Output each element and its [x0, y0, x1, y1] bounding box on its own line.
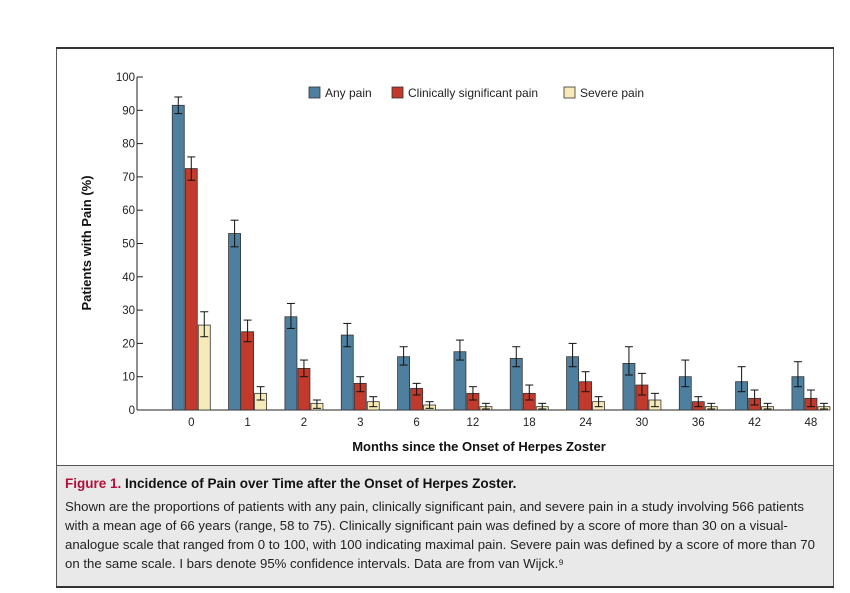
top-rule — [56, 47, 834, 49]
x-tick-label: 3 — [357, 417, 363, 429]
legend-label-2: Severe pain — [580, 86, 644, 100]
bar-0-1 — [228, 233, 242, 411]
y-tick-label: 30 — [122, 305, 135, 317]
legend-label-1: Clinically significant pain — [408, 86, 538, 100]
bar-1-0 — [184, 168, 198, 411]
chart-bars — [171, 96, 831, 411]
caption-title: Figure 1. Incidence of Pain over Time af… — [65, 476, 825, 491]
bar-0-2 — [284, 316, 298, 411]
bottom-rule — [56, 586, 834, 588]
x-tick-label: 48 — [805, 417, 818, 429]
y-tick-label: 20 — [122, 338, 135, 350]
x-tick-label: 42 — [748, 417, 761, 429]
y-tick-label: 60 — [122, 205, 135, 217]
legend-swatch-1 — [391, 86, 404, 99]
figure-caption: Figure 1. Incidence of Pain over Time af… — [56, 465, 834, 586]
y-tick-label: 10 — [122, 372, 135, 384]
caption-figure-label: Figure 1. — [65, 476, 122, 491]
y-tick-label: 70 — [122, 172, 135, 184]
y-tick-label: 50 — [122, 239, 135, 251]
caption-heading: Incidence of Pain over Time after the On… — [125, 476, 517, 491]
legend-swatch-0 — [308, 86, 321, 99]
legend-label-0: Any pain — [325, 86, 372, 100]
x-tick-label: 18 — [523, 417, 536, 429]
x-tick-label: 6 — [413, 417, 419, 429]
x-tick-label: 0 — [188, 417, 194, 429]
caption-body: Shown are the proportions of patients wi… — [65, 499, 815, 571]
x-tick-label: 1 — [244, 417, 250, 429]
x-tick-label: 24 — [579, 417, 592, 429]
x-tick-label: 12 — [467, 417, 480, 429]
y-tick-label: 80 — [122, 139, 135, 151]
bar-1-1 — [241, 331, 255, 411]
y-tick-label: 0 — [129, 405, 135, 417]
x-axis-label: Months since the Onset of Herpes Zoster — [352, 439, 606, 454]
y-tick-label: 90 — [122, 105, 135, 117]
y-tick-label: 100 — [116, 72, 135, 84]
bar-0-0 — [171, 104, 185, 411]
chart-panel: 0 10 20 30 40 50 60 70 80 90 100 0 1 2 3 6 12 18 24 30 36 42 4… — [56, 49, 834, 465]
x-tick-label: 2 — [301, 417, 307, 429]
x-tick-label: 30 — [636, 417, 649, 429]
y-tick-label: 40 — [122, 272, 135, 284]
legend-swatch-2 — [563, 86, 576, 99]
y-axis-label: Patients with Pain (%) — [79, 175, 94, 310]
bar-2-0 — [197, 324, 211, 411]
chart-legend: Any pain Clinically significant pain Sever… — [308, 86, 644, 100]
x-tick-label: 36 — [692, 417, 705, 429]
